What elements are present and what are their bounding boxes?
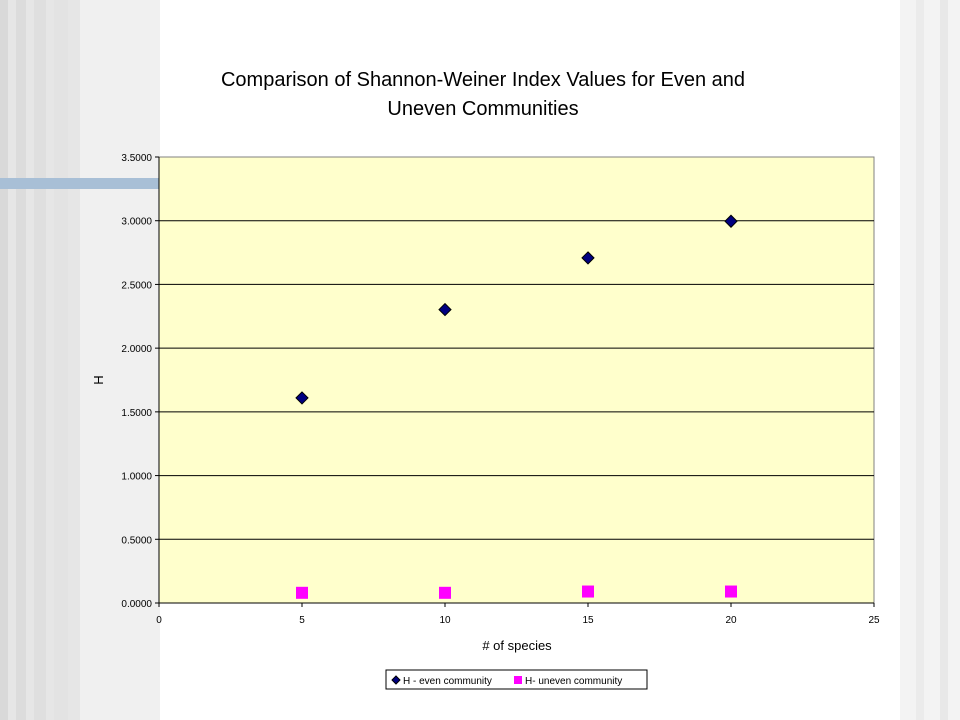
x-axis-ticks: 0 5 10 15 20 25 [156, 603, 880, 626]
y-tick-label: 0.0000 [121, 599, 152, 610]
series-2 [296, 585, 737, 599]
y-tick-label: 3.5000 [121, 153, 152, 164]
legend-marker-1 [391, 675, 401, 685]
y-tick-label: 2.0000 [121, 344, 152, 355]
legend-marker-2 [514, 676, 522, 684]
gridlines [159, 220, 874, 540]
x-tick-label: 25 [868, 615, 880, 626]
x-axis-label: # of species [482, 638, 552, 653]
even-community-point [724, 214, 738, 228]
y-tick-label: 0.5000 [121, 535, 152, 546]
accent-bar [0, 178, 160, 189]
even-community-point [438, 302, 452, 317]
x-tick-label: 0 [156, 615, 162, 626]
uneven-community-point [582, 585, 594, 598]
uneven-community-point [296, 586, 308, 599]
legend: H - even community H- uneven community [385, 669, 648, 690]
series-1 [295, 214, 738, 405]
x-tick-label: 10 [439, 615, 451, 626]
even-community-point [295, 391, 309, 405]
x-tick-label: 5 [299, 615, 305, 626]
scatter-chart: Comparison of Shannon-Weiner Index Value… [91, 69, 880, 690]
uneven-community-point [725, 585, 737, 598]
x-tick-label: 20 [725, 615, 737, 626]
x-tick-label: 15 [582, 615, 594, 626]
data-points [295, 214, 738, 599]
legend-label-1: H - even community [403, 676, 492, 687]
plot-area [158, 156, 875, 604]
y-axis-label: H [91, 375, 106, 384]
y-tick-label: 1.0000 [121, 472, 152, 483]
y-tick-label: 3.0000 [121, 217, 152, 228]
uneven-community-point [439, 586, 451, 599]
even-community-point [581, 251, 595, 265]
chart-title-line-1: Comparison of Shannon-Weiner Index Value… [221, 69, 745, 91]
y-tick-label: 2.5000 [121, 280, 152, 291]
y-axis-ticks: 0.0000 0.5000 1.0000 1.5000 2.0000 2.5000 3.00… [121, 153, 159, 610]
legend-label-2: H- uneven community [525, 676, 622, 687]
legend-items: H - even community H- uneven community [391, 675, 622, 687]
chart-title-line-2: Uneven Communities [387, 98, 578, 120]
y-tick-label: 1.5000 [121, 408, 152, 419]
